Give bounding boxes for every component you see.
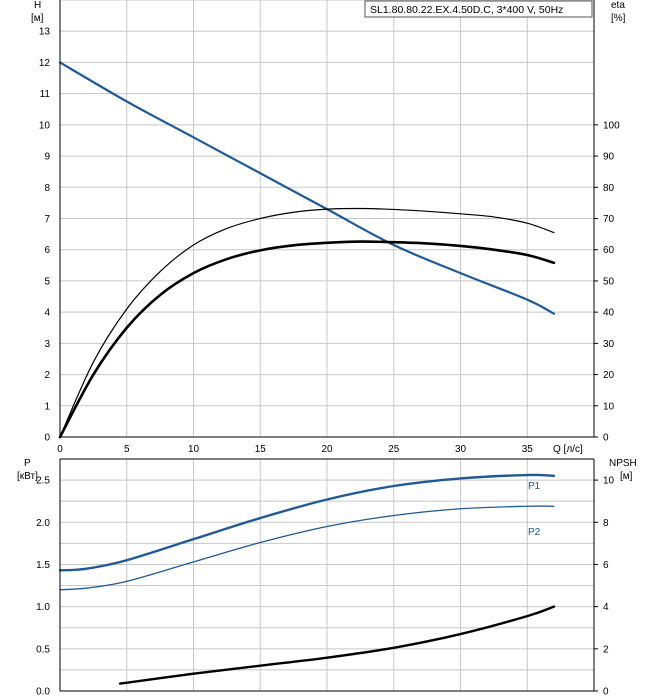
top-left-tick-label: 9 <box>44 152 50 163</box>
top-right-tick-label: 60 <box>603 245 615 256</box>
series-label-p1: P1 <box>528 481 541 492</box>
bottom-series-2-line <box>118 605 556 685</box>
bottom-right-tick-label: 10 <box>603 476 615 487</box>
bottom-left-tick-label: 2.0 <box>36 518 50 529</box>
series-label-p2: P2 <box>528 527 541 538</box>
x-tick-label: 20 <box>321 444 333 455</box>
bottom-left-tick-label: 2.5 <box>36 476 50 487</box>
bottom-right-axis-unit: [м] <box>620 471 633 482</box>
top-chart-grid <box>59 0 595 438</box>
bottom-left-tick-label: 0.5 <box>36 644 50 655</box>
bottom-left-tick-label: 1.0 <box>36 602 50 613</box>
bottom-right-tick-label: 0 <box>603 687 609 698</box>
top-left-tick-label: 5 <box>44 276 50 287</box>
top-left-tick-label: 11 <box>40 89 51 100</box>
x-tick-label: 35 <box>522 444 534 455</box>
bottom-left-axis-unit: [кВт] <box>17 471 38 482</box>
top-right-tick-label: 50 <box>603 276 615 287</box>
bottom-chart-series <box>58 473 556 685</box>
top-right-tick-label: 40 <box>603 308 615 319</box>
top-right-tick-label: 20 <box>603 370 615 381</box>
top-chart-series <box>58 61 556 439</box>
top-right-tick-label: 10 <box>603 401 615 412</box>
bottom-left-tick-label: 1.5 <box>36 560 50 571</box>
top-series-0-line <box>58 61 556 315</box>
top-right-tick-label: 30 <box>603 339 615 350</box>
axes-lines <box>59 0 598 692</box>
x-tick-label: 0 <box>57 444 63 455</box>
bottom-right-tick-label: 6 <box>603 560 609 571</box>
pump-label-box <box>364 0 593 18</box>
x-axis-label: Q [л/с] <box>553 444 583 455</box>
top-left-tick-label: 4 <box>44 308 50 319</box>
top-left-tick-label: 7 <box>44 214 50 225</box>
top-left-tick-label: 13 <box>39 27 51 38</box>
top-right-axis-unit: [%] <box>611 13 626 24</box>
top-right-tick-label: 80 <box>603 183 615 194</box>
top-left-axis-unit: [м] <box>31 13 44 24</box>
top-series-2-line <box>58 240 556 439</box>
top-left-tick-label: 10 <box>39 120 51 131</box>
top-left-tick-label: 2 <box>44 370 50 381</box>
x-tick-label: 5 <box>124 444 130 455</box>
bottom-series-p2-line <box>59 505 555 591</box>
x-tick-label: 10 <box>188 444 200 455</box>
top-left-tick-label: 3 <box>44 339 50 350</box>
bottom-series-p1-line <box>58 473 556 572</box>
top-left-tick-label: 12 <box>39 58 51 69</box>
bottom-right-tick-label: 4 <box>603 602 609 613</box>
top-series-1-line <box>59 207 555 438</box>
bottom-right-tick-label: 2 <box>603 644 609 655</box>
top-right-axis-name: eta <box>611 0 625 11</box>
pump-label: SL1.80.80.22.EX.4.50D.C, 3*400 V, 50Hz <box>370 4 563 16</box>
bottom-left-tick-label: 0.0 <box>36 687 50 698</box>
x-tick-label: 30 <box>455 444 467 455</box>
top-left-tick-label: 0 <box>44 433 50 444</box>
bottom-right-tick-label: 8 <box>603 518 609 529</box>
bottom-chart-grid <box>59 458 595 692</box>
top-right-tick-label: 0 <box>603 433 609 444</box>
tick-labels: 0 5 10 15 20 25 30 3501234567891011121301020304… <box>36 27 620 698</box>
top-right-tick-label: 90 <box>603 152 615 163</box>
bottom-right-axis-name: NPSH <box>609 458 637 469</box>
top-left-tick-label: 6 <box>44 245 50 256</box>
x-tick-label: 15 <box>255 444 267 455</box>
bottom-left-axis-name: P <box>24 458 31 469</box>
x-tick-label: 25 <box>388 444 400 455</box>
top-right-tick-label: 70 <box>603 214 615 225</box>
top-left-axis-name: H <box>34 0 41 11</box>
top-left-tick-label: 1 <box>44 401 50 412</box>
top-left-tick-label: 8 <box>44 183 50 194</box>
top-right-tick-label: 100 <box>603 120 620 131</box>
